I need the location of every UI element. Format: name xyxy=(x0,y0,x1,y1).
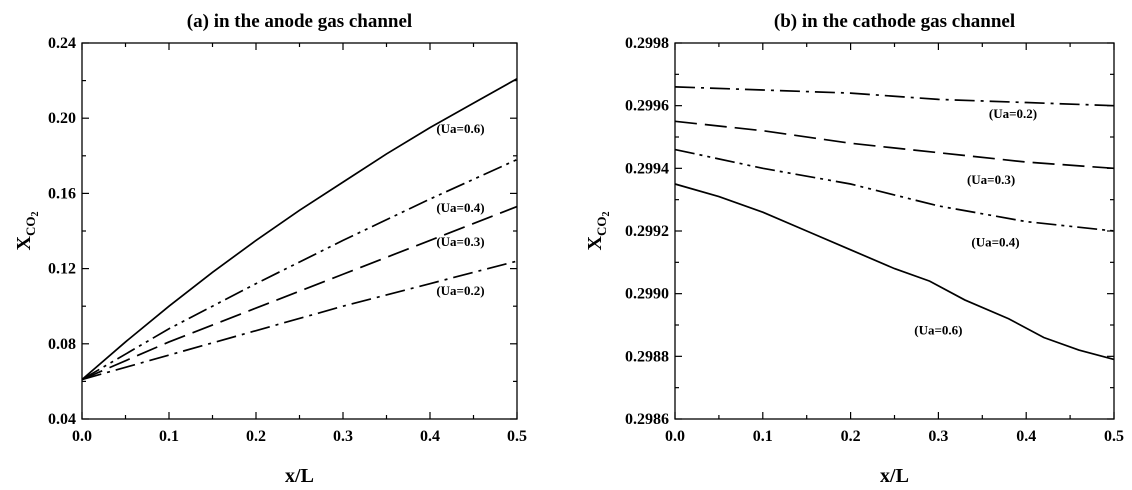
y-axis-label: XCO2 xyxy=(584,212,612,251)
y-tick-label: 0.2988 xyxy=(625,348,669,365)
chart-anode: (a) in the anode gas channel 0.0 0.1 0.2 0.3… xyxy=(13,11,527,487)
y-tick-label: 0.04 xyxy=(48,411,76,428)
y-axis-label: XCO2 xyxy=(13,212,41,251)
x-tick-label: 0.3 xyxy=(333,428,353,445)
y-label-subsub: 2 xyxy=(30,212,41,217)
x-tick-label: 0.1 xyxy=(753,428,773,445)
y-label-subsub: 2 xyxy=(601,212,612,217)
x-axis-label: x/L xyxy=(285,465,314,487)
x-tick-label: 0.0 xyxy=(72,428,92,445)
y-tick-label: 0.2998 xyxy=(625,35,669,52)
series-line xyxy=(674,86,1115,107)
y-tick-label: 0.2996 xyxy=(625,98,669,115)
series-label: (Ua=0.4) xyxy=(971,235,1019,250)
x-tick-label: 0.5 xyxy=(507,428,527,445)
y-axis-label-text: XCO2 xyxy=(13,212,41,251)
y-label-main: X xyxy=(584,235,606,250)
series-line xyxy=(81,205,518,381)
x-tick-label: 0.1 xyxy=(159,428,179,445)
series-line xyxy=(674,120,1115,170)
series-label: (Ua=0.4) xyxy=(436,200,484,215)
y-label-sub: CO xyxy=(594,217,609,237)
y-tick-label: 0.16 xyxy=(48,185,76,202)
x-tick-label: 0.3 xyxy=(928,428,948,445)
series-line xyxy=(81,158,518,381)
series-label: (Ua=0.2) xyxy=(436,283,484,298)
y-tick-label: 0.2990 xyxy=(625,286,669,303)
series-label: (Ua=0.6) xyxy=(436,121,484,136)
series-line xyxy=(81,77,518,381)
chart-cathode: (b) in the cathode gas channel 0.0 0.1 0.2 0… xyxy=(584,11,1124,487)
y-axis-label-text: XCO2 xyxy=(584,212,612,251)
y-tick-label: 0.2992 xyxy=(625,223,669,240)
y-label-sub: CO xyxy=(23,217,38,237)
series-label: (Ua=0.3) xyxy=(436,234,484,249)
plot-frame xyxy=(81,42,518,420)
y-tick-label: 0.2994 xyxy=(625,160,669,177)
y-tick-label: 0.20 xyxy=(48,110,76,127)
x-tick-label: 0.5 xyxy=(1104,428,1124,445)
series-line xyxy=(81,260,518,381)
y-tick-label: 0.24 xyxy=(48,35,76,52)
x-tick-label: 0.4 xyxy=(420,428,440,445)
plot-frame xyxy=(674,42,1115,420)
series-label: (Ua=0.3) xyxy=(967,172,1015,187)
chart-title: (a) in the anode gas channel xyxy=(187,11,412,32)
series-line xyxy=(674,148,1115,232)
x-axis-label: x/L xyxy=(880,465,909,487)
series-label: (Ua=0.2) xyxy=(989,106,1037,121)
y-tick-label: 0.08 xyxy=(48,336,76,353)
x-tick-label: 0.2 xyxy=(246,428,266,445)
chart-title: (b) in the cathode gas channel xyxy=(774,11,1015,32)
y-tick-label: 0.12 xyxy=(48,261,76,278)
y-tick-label: 0.2986 xyxy=(625,411,669,428)
x-tick-label: 0.2 xyxy=(841,428,861,445)
y-label-main: X xyxy=(13,235,35,250)
x-tick-label: 0.4 xyxy=(1016,428,1036,445)
series-label: (Ua=0.6) xyxy=(914,322,962,337)
x-tick-label: 0.0 xyxy=(665,428,685,445)
series-line xyxy=(674,183,1115,361)
